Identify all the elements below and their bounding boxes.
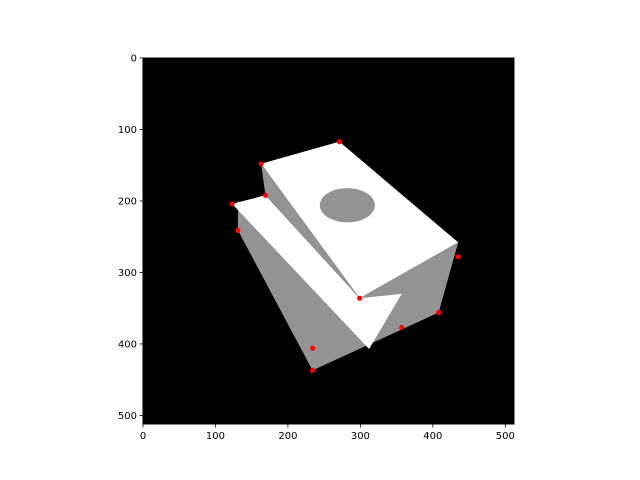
keypoint-marker [336, 139, 342, 145]
y-axis: 0 100 200 300 400 500 [118, 54, 143, 422]
y-tick-label: 200 [118, 196, 137, 207]
y-tick-label: 500 [118, 411, 137, 422]
y-tick-label: 400 [118, 339, 137, 350]
keypoint-marker [436, 309, 442, 316]
step-riser [261, 163, 360, 299]
keypoint-marker [357, 295, 363, 301]
x-tick-label: 400 [423, 431, 442, 442]
keypoint-marker [258, 161, 264, 167]
axes-frame [142, 57, 515, 425]
keypoint-marker [309, 367, 316, 373]
plot-area [142, 57, 515, 425]
keypoint-marker [229, 201, 235, 207]
x-tick-label: 300 [351, 431, 370, 442]
keypoint-markers [229, 139, 461, 373]
step-face [232, 195, 402, 349]
hole-ellipse [319, 188, 375, 223]
y-tick-label: 0 [131, 54, 137, 65]
y-tick-label: 300 [118, 268, 137, 279]
keypoint-marker [235, 227, 241, 233]
keypoint-marker [399, 324, 405, 331]
x-tick-label: 100 [206, 431, 225, 442]
x-tick-label: 200 [278, 431, 297, 442]
y-tick-label: 100 [118, 125, 137, 136]
keypoint-marker [455, 254, 461, 260]
x-tick-label: 500 [496, 431, 515, 442]
x-axis: 0 100 200 300 400 500 [140, 424, 515, 442]
keypoint-marker [309, 345, 316, 351]
x-tick-label: 0 [140, 431, 146, 442]
image-content [232, 141, 459, 371]
keypoint-marker [262, 192, 269, 198]
